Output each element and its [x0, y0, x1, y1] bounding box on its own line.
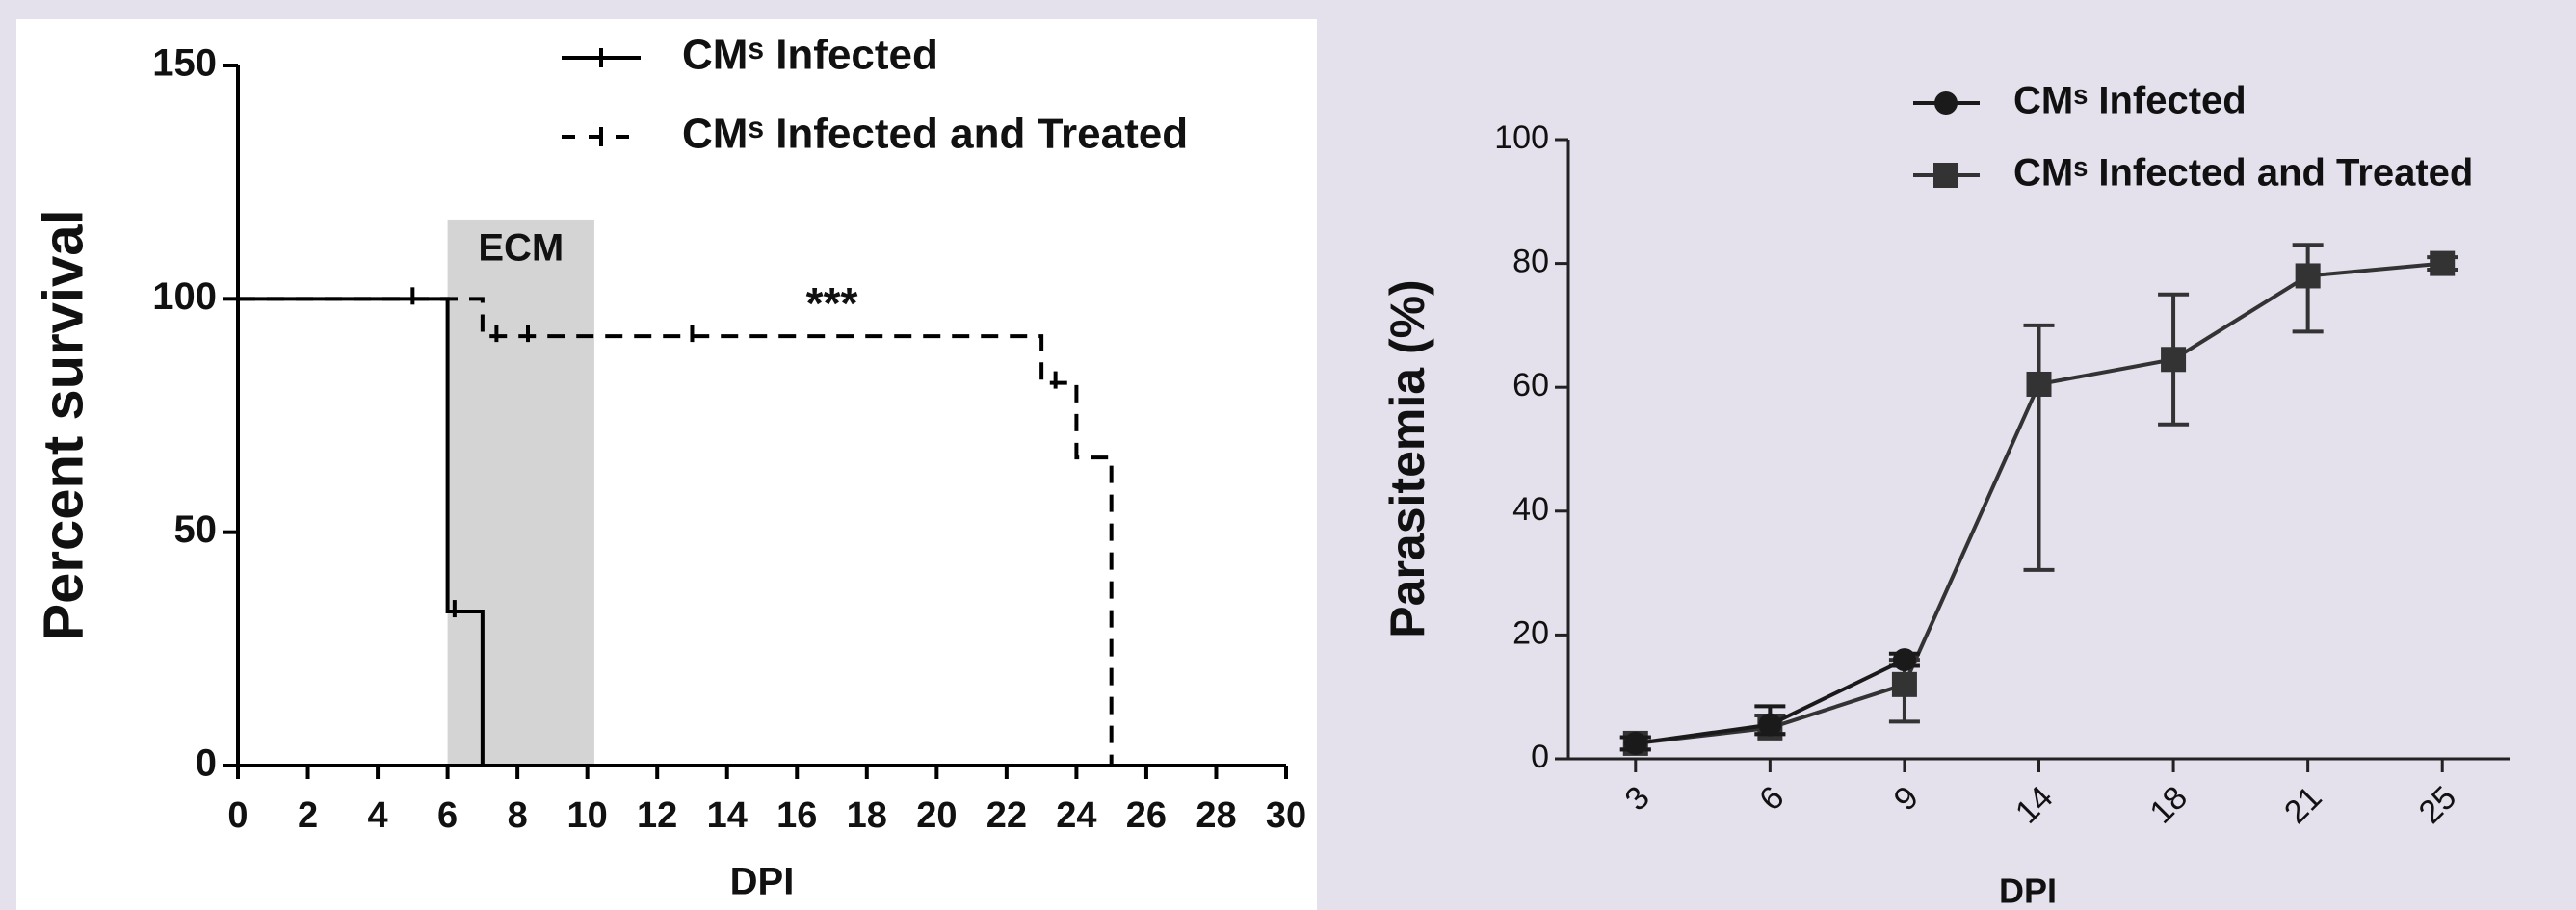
marker	[2161, 347, 2187, 373]
marker	[1758, 713, 1782, 737]
x-tick-label: 4	[367, 795, 387, 836]
x-tick-label: 12	[637, 795, 677, 836]
legend-marker	[1934, 91, 1958, 115]
legend-label: CMˢ Infected and Treated	[682, 111, 1188, 158]
x-tick-label: 3	[1618, 779, 1657, 818]
legend-label: CMˢ Infected and Treated	[2013, 152, 2473, 195]
y-tick-label: 0	[196, 742, 217, 785]
shaded-label: ECM	[478, 227, 564, 270]
y-tick-label: 150	[152, 42, 217, 85]
y-tick-label: 100	[1494, 119, 1549, 156]
marker	[1891, 671, 1917, 697]
x-tick-label: 9	[1887, 779, 1926, 818]
x-tick-label: 10	[567, 795, 608, 836]
x-tick-label: 20	[916, 795, 957, 836]
x-tick-label: 8	[508, 795, 528, 836]
x-tick-label: 16	[776, 795, 817, 836]
x-tick-label: 18	[847, 795, 887, 836]
y-tick-label: 0	[1531, 739, 1549, 775]
x-tick-label: 24	[1056, 795, 1096, 836]
x-tick-label: 6	[1752, 779, 1791, 818]
y-axis-title: Percent survival	[32, 209, 94, 640]
y-tick-label: 50	[174, 508, 218, 551]
x-tick-label: 21	[2277, 779, 2329, 831]
x-tick-label: 25	[2412, 779, 2464, 831]
left-panel	[16, 19, 1317, 910]
y-tick-label: 20	[1512, 614, 1549, 651]
legend-label: CMˢ Infected	[2013, 80, 2247, 122]
annotation: ***	[806, 278, 858, 328]
legend-marker	[1933, 163, 1958, 188]
x-tick-label: 0	[227, 795, 248, 836]
marker	[2430, 250, 2456, 276]
y-tick-label: 40	[1512, 491, 1549, 528]
x-tick-label: 30	[1266, 795, 1306, 836]
y-tick-label: 80	[1512, 244, 1549, 280]
x-tick-label: 14	[707, 795, 748, 836]
y-tick-label: 100	[152, 275, 217, 318]
marker	[1892, 648, 1916, 672]
x-axis-title: DPI	[1999, 871, 2057, 910]
x-tick-label: 14	[2009, 779, 2061, 831]
survival-line	[238, 297, 1114, 766]
x-tick-label: 6	[437, 795, 458, 836]
legend-label: CMˢ Infected	[682, 32, 938, 79]
parasitemia-chart: 0 20 40 60 80 100 3 6 9 14 18 21 25 DPI Parasitemia (%…	[1380, 80, 2510, 910]
survival-line	[238, 297, 485, 766]
x-tick-label: 28	[1196, 795, 1236, 836]
error-bar	[2023, 323, 2055, 572]
marker	[1623, 731, 1647, 755]
x-tick-label: 26	[1126, 795, 1167, 836]
x-tick-label: 22	[986, 795, 1027, 836]
y-axis-title: Parasitemia (%)	[1380, 279, 1434, 637]
y-tick-label: 60	[1512, 367, 1549, 403]
marker	[2295, 263, 2321, 289]
x-axis-title: DPI	[730, 861, 795, 903]
shaded-region	[447, 219, 594, 766]
x-tick-label: 2	[298, 795, 318, 836]
x-tick-label: 18	[2142, 779, 2195, 831]
marker	[2026, 371, 2052, 397]
